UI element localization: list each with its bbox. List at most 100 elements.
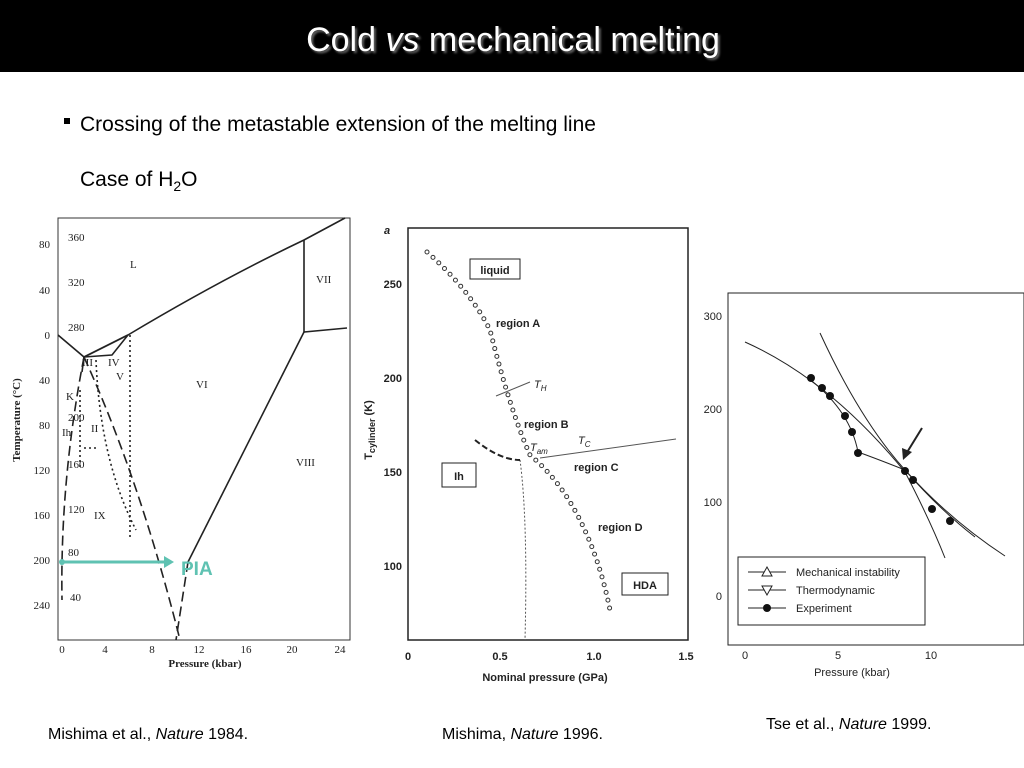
- legend-marker: [761, 565, 773, 577]
- bullet-mark: [64, 118, 70, 124]
- phase-label: K: [66, 391, 74, 403]
- pia-label: PIA: [181, 559, 213, 580]
- y-tick-label: 0: [716, 591, 722, 603]
- case-text: Case of H2O: [80, 168, 198, 194]
- legend-label: Mechanical instability: [796, 567, 900, 579]
- box: [621, 572, 669, 596]
- experiment-points: [807, 374, 954, 525]
- frame: [57, 217, 351, 641]
- temp-label: TH: [534, 379, 547, 393]
- k-tick-label: 280: [68, 322, 85, 334]
- legend-label: Experiment: [796, 603, 852, 615]
- arrow-head: [164, 556, 174, 568]
- phase-label: L: [130, 259, 137, 271]
- y-tick-label: 100: [704, 497, 722, 509]
- legend-label: Thermodynamic: [796, 585, 875, 597]
- region-label: region A: [496, 318, 540, 330]
- tse-plot: 300 200 100 0 0 5 10 Pressure (kbar) Mec…: [704, 292, 1024, 679]
- k-tick-label: 80: [68, 547, 80, 559]
- x-tick-label: 10: [925, 650, 937, 662]
- y-tick-label: 100: [384, 561, 402, 573]
- k-tick-label: 200: [68, 412, 85, 424]
- box-label: Ih: [454, 471, 464, 483]
- data-points: [424, 249, 613, 613]
- caption: Mishima, Nature 1996.: [442, 726, 603, 743]
- y-tick-label: 200: [34, 555, 51, 567]
- nominal-pressure-plot: a Tcylinder (K) 250 200 150 100 0 0.5 1.…: [363, 225, 694, 684]
- phase-label: III: [82, 357, 93, 369]
- data-points-hollow: [425, 250, 612, 612]
- x-tick-label: 4: [102, 644, 108, 656]
- legend-marker: [761, 585, 773, 597]
- x-tick-label: 0: [405, 651, 411, 663]
- y-tick-label: 240: [34, 600, 51, 612]
- y-tick-label: 40: [39, 375, 51, 387]
- tc-line: [539, 438, 677, 459]
- y-label: Temperature (°C): [11, 378, 23, 462]
- caption: Mishima et al., Nature 1984.: [48, 726, 248, 743]
- curves: [744, 332, 1006, 559]
- x-tick-label: 12: [194, 644, 205, 656]
- dotted-line: [519, 459, 527, 641]
- caption: Tse et al., Nature 1999.: [766, 716, 931, 733]
- box: [469, 258, 521, 280]
- x-label: Nominal pressure (GPa): [482, 672, 608, 684]
- frame: [407, 227, 689, 641]
- k-tick-label: 360: [68, 232, 85, 244]
- phase-label: IX: [94, 510, 106, 522]
- k-tick-label: 320: [68, 277, 85, 289]
- th-line: [495, 381, 531, 397]
- x-tick-label: 20: [287, 644, 299, 656]
- phase-lines: [57, 217, 348, 641]
- y-tick-label: 300: [704, 311, 722, 323]
- y-tick-label: 250: [384, 279, 402, 291]
- frame: [727, 292, 1024, 646]
- dashed-line: [474, 439, 521, 461]
- box: [441, 462, 477, 488]
- region-label: region B: [524, 419, 569, 431]
- phase-label: V: [116, 371, 124, 383]
- x-tick-label: 1.5: [678, 651, 693, 663]
- temp-label: TC: [578, 435, 591, 449]
- phase-label: VIII: [296, 457, 315, 469]
- x-tick-label: 5: [835, 650, 841, 662]
- phase-label: VII: [316, 274, 332, 286]
- box-label: HDA: [633, 580, 657, 592]
- phase-label: IV: [108, 357, 120, 369]
- temp-label: Tam: [530, 442, 548, 456]
- panel-label: a: [384, 225, 390, 237]
- y-label: Tcylinder (K): [363, 400, 377, 460]
- legend-marker: [763, 604, 771, 612]
- phase-diagram: Temperature (°C) 80 40 0 40 80 120 160 2…: [11, 217, 351, 670]
- arrow-tail: [59, 559, 65, 565]
- k-tick-label: 120: [68, 504, 85, 516]
- arrow-head: [902, 448, 912, 460]
- k-tick-label: 160: [68, 459, 85, 471]
- y-tick-label: 200: [384, 373, 402, 385]
- x-tick-label: 16: [241, 644, 253, 656]
- x-tick-label: 0.5: [492, 651, 507, 663]
- y-tick-label: 80: [39, 420, 51, 432]
- x-tick-label: 1.0: [586, 651, 601, 663]
- y-tick-label: 120: [34, 465, 51, 477]
- y-tick-label: 40: [39, 285, 51, 297]
- x-label: Pressure (kbar): [168, 658, 242, 670]
- x-tick-label: 24: [335, 644, 347, 656]
- x-tick-label: 8: [149, 644, 155, 656]
- x-tick-label: 0: [59, 644, 65, 656]
- slide-title: Cold vs mechanical melting: [306, 21, 720, 59]
- phase-label: Ih: [62, 427, 72, 439]
- bullet-text: Crossing of the metastable extension of …: [80, 113, 596, 136]
- region-label: region D: [598, 522, 643, 534]
- phase-label: II: [91, 423, 99, 435]
- k-tick-label: 40: [70, 592, 82, 604]
- y-tick-label: 200: [704, 404, 722, 416]
- x-label: Pressure (kbar): [814, 667, 890, 679]
- box-label: liquid: [480, 265, 509, 277]
- y-tick-label: 80: [39, 239, 51, 251]
- x-tick-label: 0: [742, 650, 748, 662]
- title-bar: [0, 0, 1024, 72]
- y-tick-label: 160: [34, 510, 51, 522]
- region-label: region C: [574, 462, 619, 474]
